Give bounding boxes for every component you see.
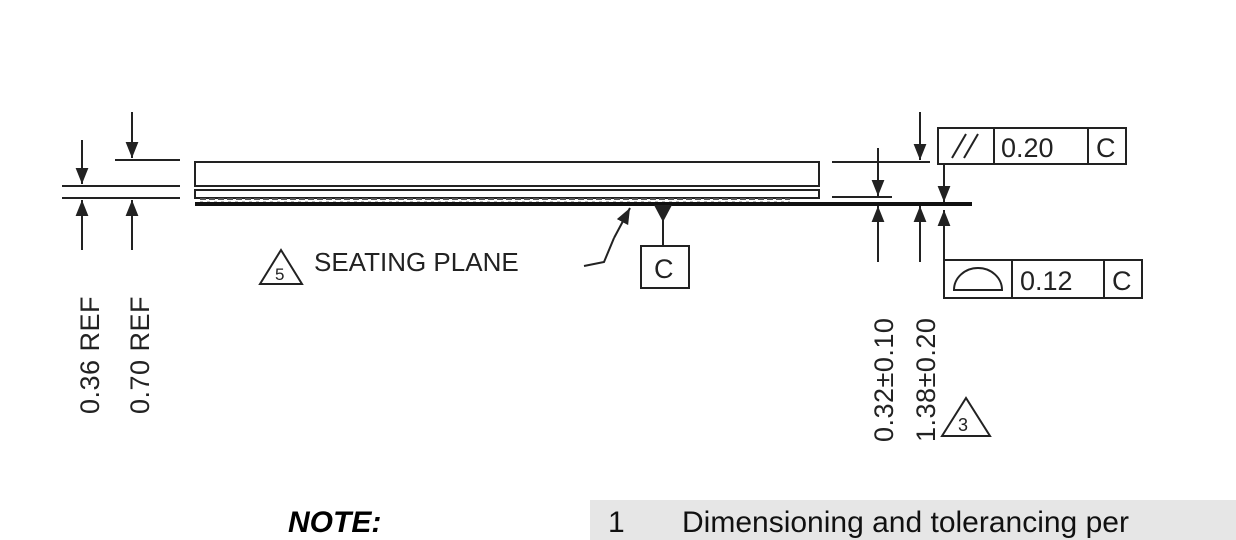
dim-138-label: 1.38±0.20 — [911, 318, 941, 442]
fcf-profile: 0.12 C — [943, 259, 1143, 299]
note-flag-3-label: 3 — [958, 415, 968, 435]
left-extension-lines — [62, 159, 180, 199]
fcf-parallelism-tolerance: 0.20 — [1001, 133, 1054, 163]
package-side-view-drawing: 0.36 REF 0.70 REF 0.32±0.10 1.38±0.20 3 … — [62, 112, 1143, 442]
profile-of-surface-icon — [952, 267, 1004, 291]
datum-c: C — [640, 205, 690, 289]
package-body — [194, 161, 820, 199]
datum-c-label: C — [654, 254, 674, 284]
parallelism-icon — [951, 133, 967, 159]
right-extension-lines — [832, 161, 930, 198]
note-heading: NOTE: — [288, 506, 382, 539]
fcf-parallelism: 0.20 C — [937, 127, 1127, 165]
fcf-profile-datum: C — [1112, 266, 1132, 296]
note-item: 1 Dimensioning and tolerancing per — [590, 500, 1236, 540]
fcf-profile-tolerance: 0.12 — [1020, 266, 1073, 296]
note-flag-5-label: 5 — [275, 265, 284, 284]
note-item-number: 1 — [608, 506, 625, 539]
dim-032-label: 0.32±0.10 — [869, 318, 899, 442]
dim-036-ref-label: 0.36 REF — [75, 296, 105, 414]
seating-plane-label: SEATING PLANE — [314, 247, 519, 277]
fcf-parallelism-datum: C — [1096, 133, 1116, 163]
solder-ball-layer — [200, 198, 790, 203]
dim-070-ref-label: 0.70 REF — [125, 296, 155, 414]
note-item-text: Dimensioning and tolerancing per — [682, 506, 1129, 539]
seating-plane-callout: 5 SEATING PLANE — [258, 207, 631, 285]
note-flag-3: 3 — [940, 396, 992, 437]
